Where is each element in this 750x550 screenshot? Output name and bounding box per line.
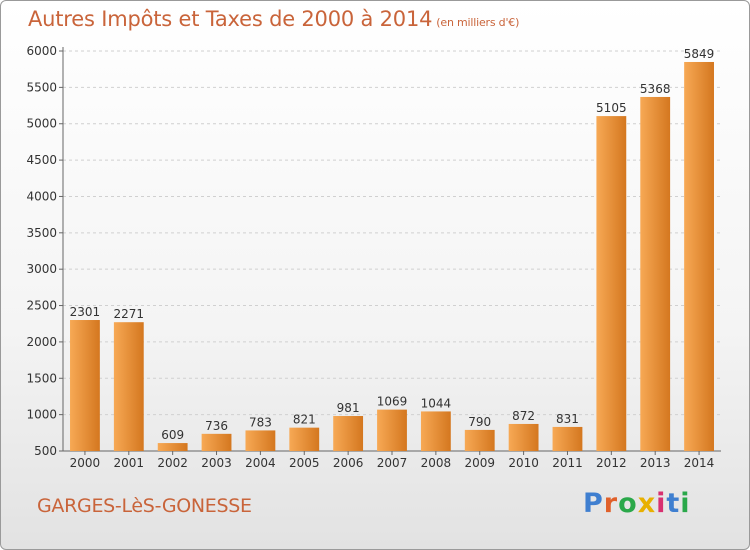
x-tick-label: 2011	[552, 456, 583, 470]
data-label: 5849	[684, 47, 715, 61]
data-label: 831	[556, 412, 579, 426]
x-tick-label: 2007	[377, 456, 408, 470]
data-label: 783	[249, 415, 272, 429]
bar	[201, 433, 232, 451]
x-tick-label: 2006	[333, 456, 364, 470]
chart-subtitle: (en milliers d'€)	[436, 16, 520, 29]
proxiti-logo[interactable]: Proxiti	[583, 488, 691, 519]
y-tick-label: 6000	[26, 44, 57, 58]
x-tick-label: 2002	[157, 456, 188, 470]
y-tick-label: 1500	[26, 371, 57, 385]
data-label: 609	[161, 428, 184, 442]
y-tick-label: 500	[34, 444, 57, 458]
bar	[289, 427, 320, 451]
chart-title: Autres Impôts et Taxes de 2000 à 2014 (en…	[28, 7, 519, 31]
data-label: 1044	[421, 396, 452, 410]
data-label: 5368	[640, 82, 671, 96]
bar	[70, 320, 100, 451]
x-tick-label: 2009	[464, 456, 495, 470]
bar	[596, 116, 627, 451]
data-label: 821	[293, 413, 316, 427]
data-label: 1069	[377, 395, 408, 409]
data-label: 981	[337, 401, 360, 415]
x-tick-label: 2000	[70, 456, 101, 470]
bar	[552, 426, 583, 451]
logo-letter: i	[680, 488, 691, 519]
y-tick-label: 4500	[26, 153, 57, 167]
y-tick-label: 1000	[26, 408, 57, 422]
x-tick-label: 2003	[201, 456, 232, 470]
bar	[333, 416, 364, 451]
logo-letter: o	[618, 488, 638, 519]
labels: 500 1000 1500 2000 2500 3000 3500 4000 4500 5000 5…	[26, 44, 714, 470]
chart-title-text: Autres Impôts et Taxes de 2000 à 2014	[28, 7, 433, 31]
y-tick-label: 4000	[26, 189, 57, 203]
bar	[377, 409, 407, 451]
y-tick-label: 3500	[26, 226, 57, 240]
x-tick-label: 2001	[114, 456, 145, 470]
city-name: GARGES-LèS-GONESSE	[37, 495, 252, 517]
data-label: 872	[512, 409, 535, 423]
data-label: 790	[468, 415, 491, 429]
x-tick-label: 2008	[421, 456, 452, 470]
y-tick-label: 3000	[26, 262, 57, 276]
x-tick-label: 2004	[245, 456, 276, 470]
x-tick-label: 2012	[596, 456, 627, 470]
bar	[640, 96, 671, 452]
bar	[684, 61, 714, 452]
x-tick-label: 2010	[508, 456, 539, 470]
logo-letter: t	[666, 488, 681, 519]
data-label: 2271	[114, 307, 145, 321]
data-label: 5105	[596, 101, 627, 115]
data-label: 2301	[70, 305, 101, 319]
x-tick-label: 2005	[289, 456, 320, 470]
y-tick-label: 5000	[26, 117, 57, 131]
bars	[70, 61, 714, 452]
bar	[113, 322, 144, 451]
y-tick-label: 5500	[26, 80, 57, 94]
bar	[508, 423, 539, 451]
x-tick-label: 2014	[684, 456, 715, 470]
bar	[420, 411, 451, 451]
logo-letter: P	[583, 488, 604, 519]
bar	[464, 429, 495, 451]
y-tick-label: 2000	[26, 335, 57, 349]
y-tick-label: 2500	[26, 299, 57, 313]
bar	[157, 443, 188, 451]
bar	[245, 430, 276, 451]
x-tick-label: 2013	[640, 456, 671, 470]
logo-letter: x	[637, 488, 657, 519]
logo-letter: i	[656, 488, 667, 519]
data-label: 736	[205, 419, 228, 433]
logo-letter: r	[603, 488, 619, 519]
